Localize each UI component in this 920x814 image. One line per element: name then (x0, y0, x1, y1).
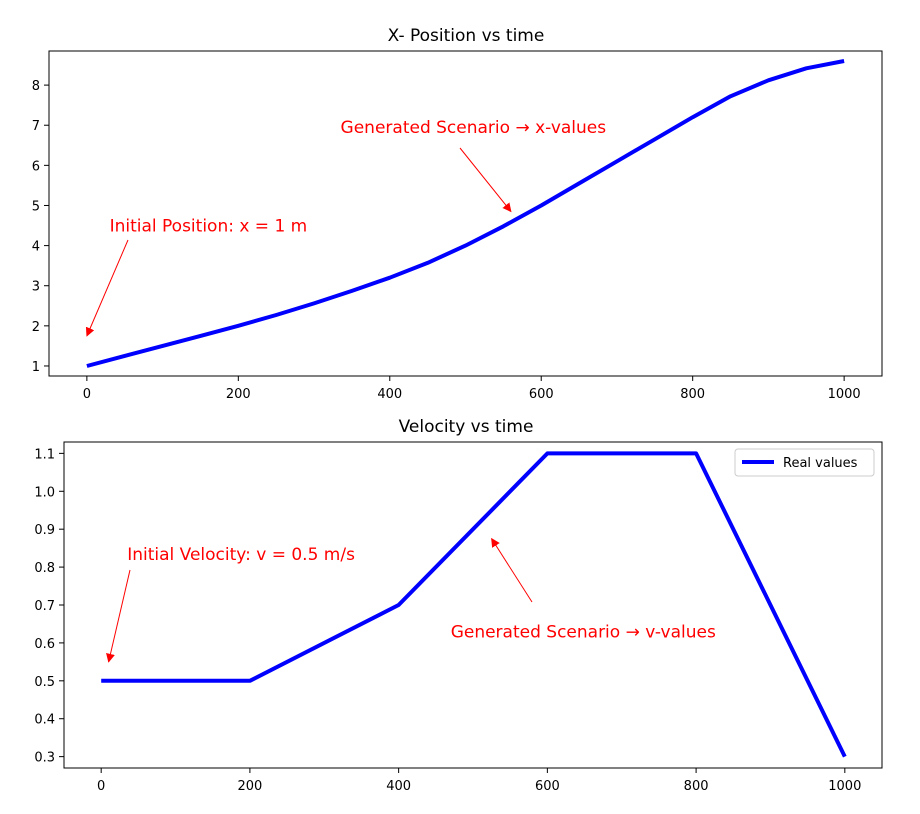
initial-velocity-arrow (106, 569, 131, 663)
y-tick-label: 0.3 (34, 751, 55, 766)
y-tick-label: 4 (32, 240, 40, 255)
x-tick-label: 1000 (828, 387, 861, 402)
y-tick-label: 0.6 (34, 637, 55, 652)
series-line (86, 59, 845, 368)
y-tick-label: 0.9 (34, 523, 55, 538)
position-y-ticks: 1 2 3 4 5 6 7 8 (32, 79, 49, 375)
x-tick-label: 200 (226, 387, 251, 402)
position-annotations: Initial Position: x = 1 m Generated Scen… (85, 118, 607, 337)
x-tick-label: 600 (535, 779, 560, 794)
x-tick-label: 400 (377, 387, 402, 402)
velocity-legend: Real values (734, 448, 875, 477)
y-tick-label: 0.5 (34, 675, 55, 690)
velocity-annotations: Initial Velocity: v = 0.5 m/s Generated … (106, 537, 716, 663)
velocity-y-ticks: 0.3 0.4 0.5 0.6 0.7 0.8 0.9 1.0 1.1 (34, 447, 64, 766)
y-tick-label: 1.0 (34, 485, 55, 500)
x-tick-label: 800 (680, 387, 705, 402)
initial-position-annotation: Initial Position: x = 1 m (110, 217, 308, 237)
y-tick-label: 6 (32, 159, 40, 174)
y-tick-label: 1.1 (34, 447, 55, 462)
y-tick-label: 8 (32, 79, 40, 94)
y-tick-label: 0.4 (34, 713, 55, 728)
position-x-ticks: 0 200 400 600 800 1000 (83, 376, 861, 402)
series-line (101, 451, 847, 758)
x-tick-label: 200 (237, 779, 262, 794)
x-tick-label: 800 (684, 779, 709, 794)
y-tick-label: 0.7 (34, 599, 55, 614)
initial-velocity-annotation: Initial Velocity: v = 0.5 m/s (127, 545, 355, 565)
generated-x-annotation: Generated Scenario → x-values (341, 118, 607, 138)
velocity-plot-frame (63, 441, 883, 769)
y-tick-label: 3 (32, 280, 40, 295)
velocity-chart: Velocity vs time 0.3 0.4 0.5 0.6 0.7 0.8 0.9 1.… (34, 417, 883, 794)
generated-x-arrow (459, 147, 512, 213)
generated-v-annotation: Generated Scenario → v-values (451, 623, 716, 643)
y-tick-label: 2 (32, 320, 40, 335)
initial-position-arrow (85, 239, 129, 337)
position-series (86, 59, 845, 368)
x-tick-label: 1000 (828, 779, 861, 794)
position-chart: X- Position vs time 1 2 3 4 5 6 7 8 0 200 400 600 8… (32, 26, 883, 402)
legend-box (734, 448, 875, 477)
velocity-x-ticks: 0 200 400 600 800 1000 (97, 768, 861, 794)
y-tick-label: 7 (32, 119, 40, 134)
velocity-chart-title: Velocity vs time (399, 417, 534, 437)
x-tick-label: 0 (83, 387, 91, 402)
x-tick-label: 0 (97, 779, 105, 794)
x-tick-label: 400 (386, 779, 411, 794)
position-plot-frame (48, 50, 883, 377)
y-tick-label: 1 (32, 360, 40, 375)
position-chart-title: X- Position vs time (388, 26, 545, 46)
velocity-series (101, 451, 847, 758)
generated-v-arrow (491, 537, 533, 603)
y-tick-label: 0.8 (34, 561, 55, 576)
x-tick-label: 600 (529, 387, 554, 402)
y-tick-label: 5 (32, 199, 40, 214)
legend-label-real-values: Real values (783, 456, 858, 471)
